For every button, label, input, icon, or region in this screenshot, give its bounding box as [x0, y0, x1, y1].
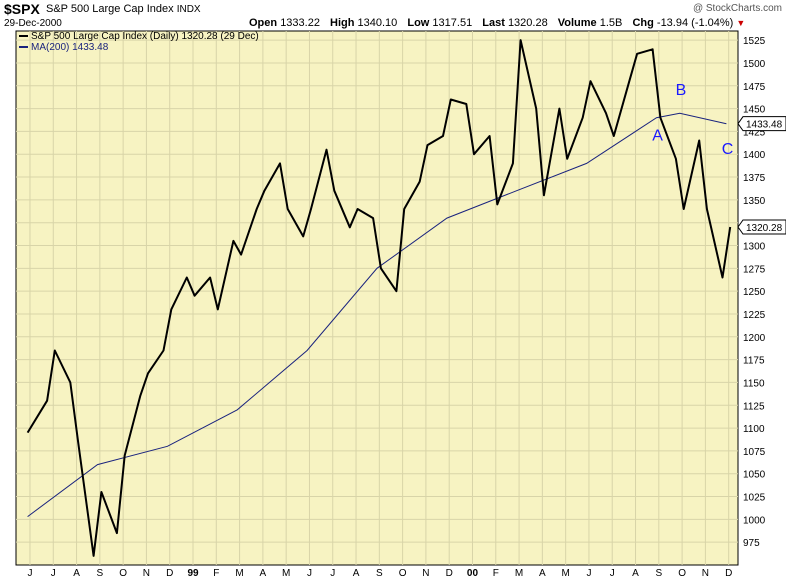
x-tick-label: A [353, 568, 360, 579]
x-tick-label: A [260, 568, 267, 579]
y-tick-label: 1025 [743, 493, 766, 504]
copyright-text: @ StockCharts.com [692, 3, 782, 14]
y-tick-label: 1150 [743, 378, 765, 389]
down-triangle-icon: ▼ [736, 18, 746, 28]
x-tick-label: D [166, 568, 173, 579]
y-tick-label: 1100 [743, 424, 765, 435]
ticker-name: S&P 500 Large Cap Index INDX [46, 3, 201, 15]
plot-area [15, 30, 739, 566]
exchange-tag: INDX [176, 4, 201, 15]
x-tick-label: 00 [467, 568, 479, 579]
y-tick-label: 1300 [743, 242, 766, 253]
chart-date: 29-Dec-2000 [4, 18, 62, 29]
chg-value: -13.94 (-1.04%) [656, 17, 734, 29]
y-tick-label: 1375 [743, 173, 766, 184]
ticker-symbol: $SPX [4, 1, 40, 17]
y-tick-label: 1175 [743, 356, 765, 367]
x-tick-label: A [632, 568, 639, 579]
x-tick-label: J [51, 568, 56, 579]
x-tick-label: O [678, 568, 686, 579]
x-tick-label: S [376, 568, 383, 579]
high-label: High [330, 17, 355, 29]
last-label: Last [482, 17, 505, 29]
x-tick-label: J [307, 568, 312, 579]
y-tick-label: 1425 [743, 127, 766, 138]
y-tick-label: 1350 [743, 196, 766, 207]
x-tick-label: N [702, 568, 709, 579]
y-tick-label: 1500 [743, 59, 766, 70]
y-tick-label: 1525 [743, 36, 766, 47]
y-tick-label: 1050 [743, 470, 766, 481]
x-tick-label: J [330, 568, 335, 579]
x-tick-label: F [213, 568, 219, 579]
index-name: S&P 500 Large Cap Index [46, 3, 174, 15]
y-tick-label: 975 [743, 538, 760, 549]
y-tick-label: 1475 [743, 82, 766, 93]
x-tick-label: N [422, 568, 429, 579]
x-tick-label: A [539, 568, 546, 579]
x-tick-label: J [610, 568, 615, 579]
x-tick-label: A [73, 568, 80, 579]
high-value: 1340.10 [357, 17, 398, 29]
y-tick-label: 1075 [743, 447, 766, 458]
y-tick-label: 1275 [743, 264, 766, 275]
last-value-flag [737, 219, 786, 235]
x-tick-label: O [399, 568, 407, 579]
legend-price-label: S&P 500 Large Cap Index (Daily) 1320.28 … [31, 31, 259, 42]
y-tick-label: 1225 [743, 310, 766, 321]
x-tick-label: D [725, 568, 732, 579]
price-line [26, 39, 732, 557]
last-value: 1320.28 [507, 17, 548, 29]
chg-label: Chg [632, 17, 654, 29]
volume-label: Volume [557, 17, 597, 29]
x-tick-label: N [143, 568, 150, 579]
ma-value-flag [737, 116, 786, 132]
y-tick-label: 1450 [743, 105, 766, 116]
last-value-label: 1320.28 [746, 223, 783, 234]
x-tick-label: J [27, 568, 32, 579]
x-tick-label: S [97, 568, 104, 579]
annotation-a: A [652, 128, 663, 145]
y-tick-label: 1400 [743, 150, 766, 161]
open-label: Open [249, 17, 278, 29]
annotation-c: C [722, 141, 734, 158]
volume-value: 1.5B [599, 17, 623, 29]
x-tick-label: 99 [187, 568, 199, 579]
ma-value-label: 1433.48 [746, 120, 783, 131]
y-tick-label: 1250 [743, 287, 766, 298]
y-tick-label: 1000 [743, 515, 766, 526]
x-tick-label: M [515, 568, 523, 579]
x-tick-label: M [235, 568, 243, 579]
low-value: 1317.51 [432, 17, 473, 29]
low-label: Low [407, 17, 430, 29]
x-tick-label: J [586, 568, 591, 579]
open-value: 1333.22 [280, 17, 320, 29]
x-tick-label: D [446, 568, 453, 579]
x-tick-label: M [282, 568, 290, 579]
y-tick-label: 1125 [743, 401, 765, 412]
x-tick-label: M [561, 568, 569, 579]
legend-ma200-label: MA(200) 1433.48 [31, 42, 109, 53]
x-tick-label: S [655, 568, 662, 579]
annotation-b: B [676, 82, 687, 99]
chart-header: $SPX S&P 500 Large Cap Index INDX 29-Dec… [0, 0, 786, 30]
x-tick-label: O [119, 568, 127, 579]
quote-bar: Open 1333.22 High 1340.10 Low 1317.51 La… [249, 17, 745, 29]
y-tick-label: 1200 [743, 333, 766, 344]
x-tick-label: F [493, 568, 499, 579]
